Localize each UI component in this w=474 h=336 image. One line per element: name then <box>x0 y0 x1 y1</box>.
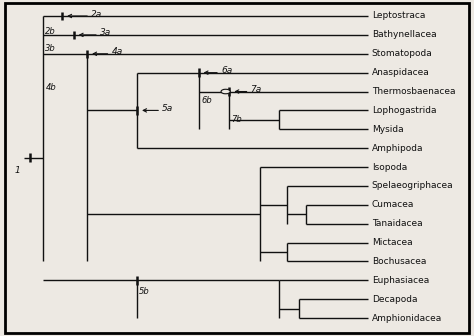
Text: Bathynellacea: Bathynellacea <box>372 30 436 39</box>
Text: 5b: 5b <box>139 287 150 296</box>
Text: 7a: 7a <box>251 85 262 94</box>
Text: Anaspidacea: Anaspidacea <box>372 68 429 77</box>
Circle shape <box>221 89 230 94</box>
Text: Amphipoda: Amphipoda <box>372 144 423 153</box>
Text: 2b: 2b <box>46 27 56 36</box>
Text: Stomatopoda: Stomatopoda <box>372 49 432 58</box>
Text: Leptostraca: Leptostraca <box>372 11 425 20</box>
Text: 6a: 6a <box>221 66 232 75</box>
Text: 4a: 4a <box>111 47 123 56</box>
Text: 3b: 3b <box>46 44 56 53</box>
Text: Decapoda: Decapoda <box>372 295 417 304</box>
Text: Isopoda: Isopoda <box>372 163 407 172</box>
Text: Tanaidacea: Tanaidacea <box>372 219 422 228</box>
Text: 3a: 3a <box>100 29 111 38</box>
Text: Spelaeogriphacea: Spelaeogriphacea <box>372 181 453 191</box>
Text: 6b: 6b <box>201 96 212 106</box>
Text: 7b: 7b <box>231 115 242 124</box>
Text: Cumacea: Cumacea <box>372 200 414 209</box>
Text: Lophogastrida: Lophogastrida <box>372 106 436 115</box>
Text: Bochusacea: Bochusacea <box>372 257 426 266</box>
Text: 2a: 2a <box>91 10 102 18</box>
Text: Mysida: Mysida <box>372 125 403 134</box>
Text: 4b: 4b <box>46 83 56 92</box>
Text: 5a: 5a <box>162 104 173 113</box>
Text: Thermosbaenacea: Thermosbaenacea <box>372 87 455 96</box>
Text: Euphasiacea: Euphasiacea <box>372 276 429 285</box>
Text: Amphionidacea: Amphionidacea <box>372 313 442 323</box>
Text: Mictacea: Mictacea <box>372 238 412 247</box>
Text: 1: 1 <box>15 166 20 175</box>
